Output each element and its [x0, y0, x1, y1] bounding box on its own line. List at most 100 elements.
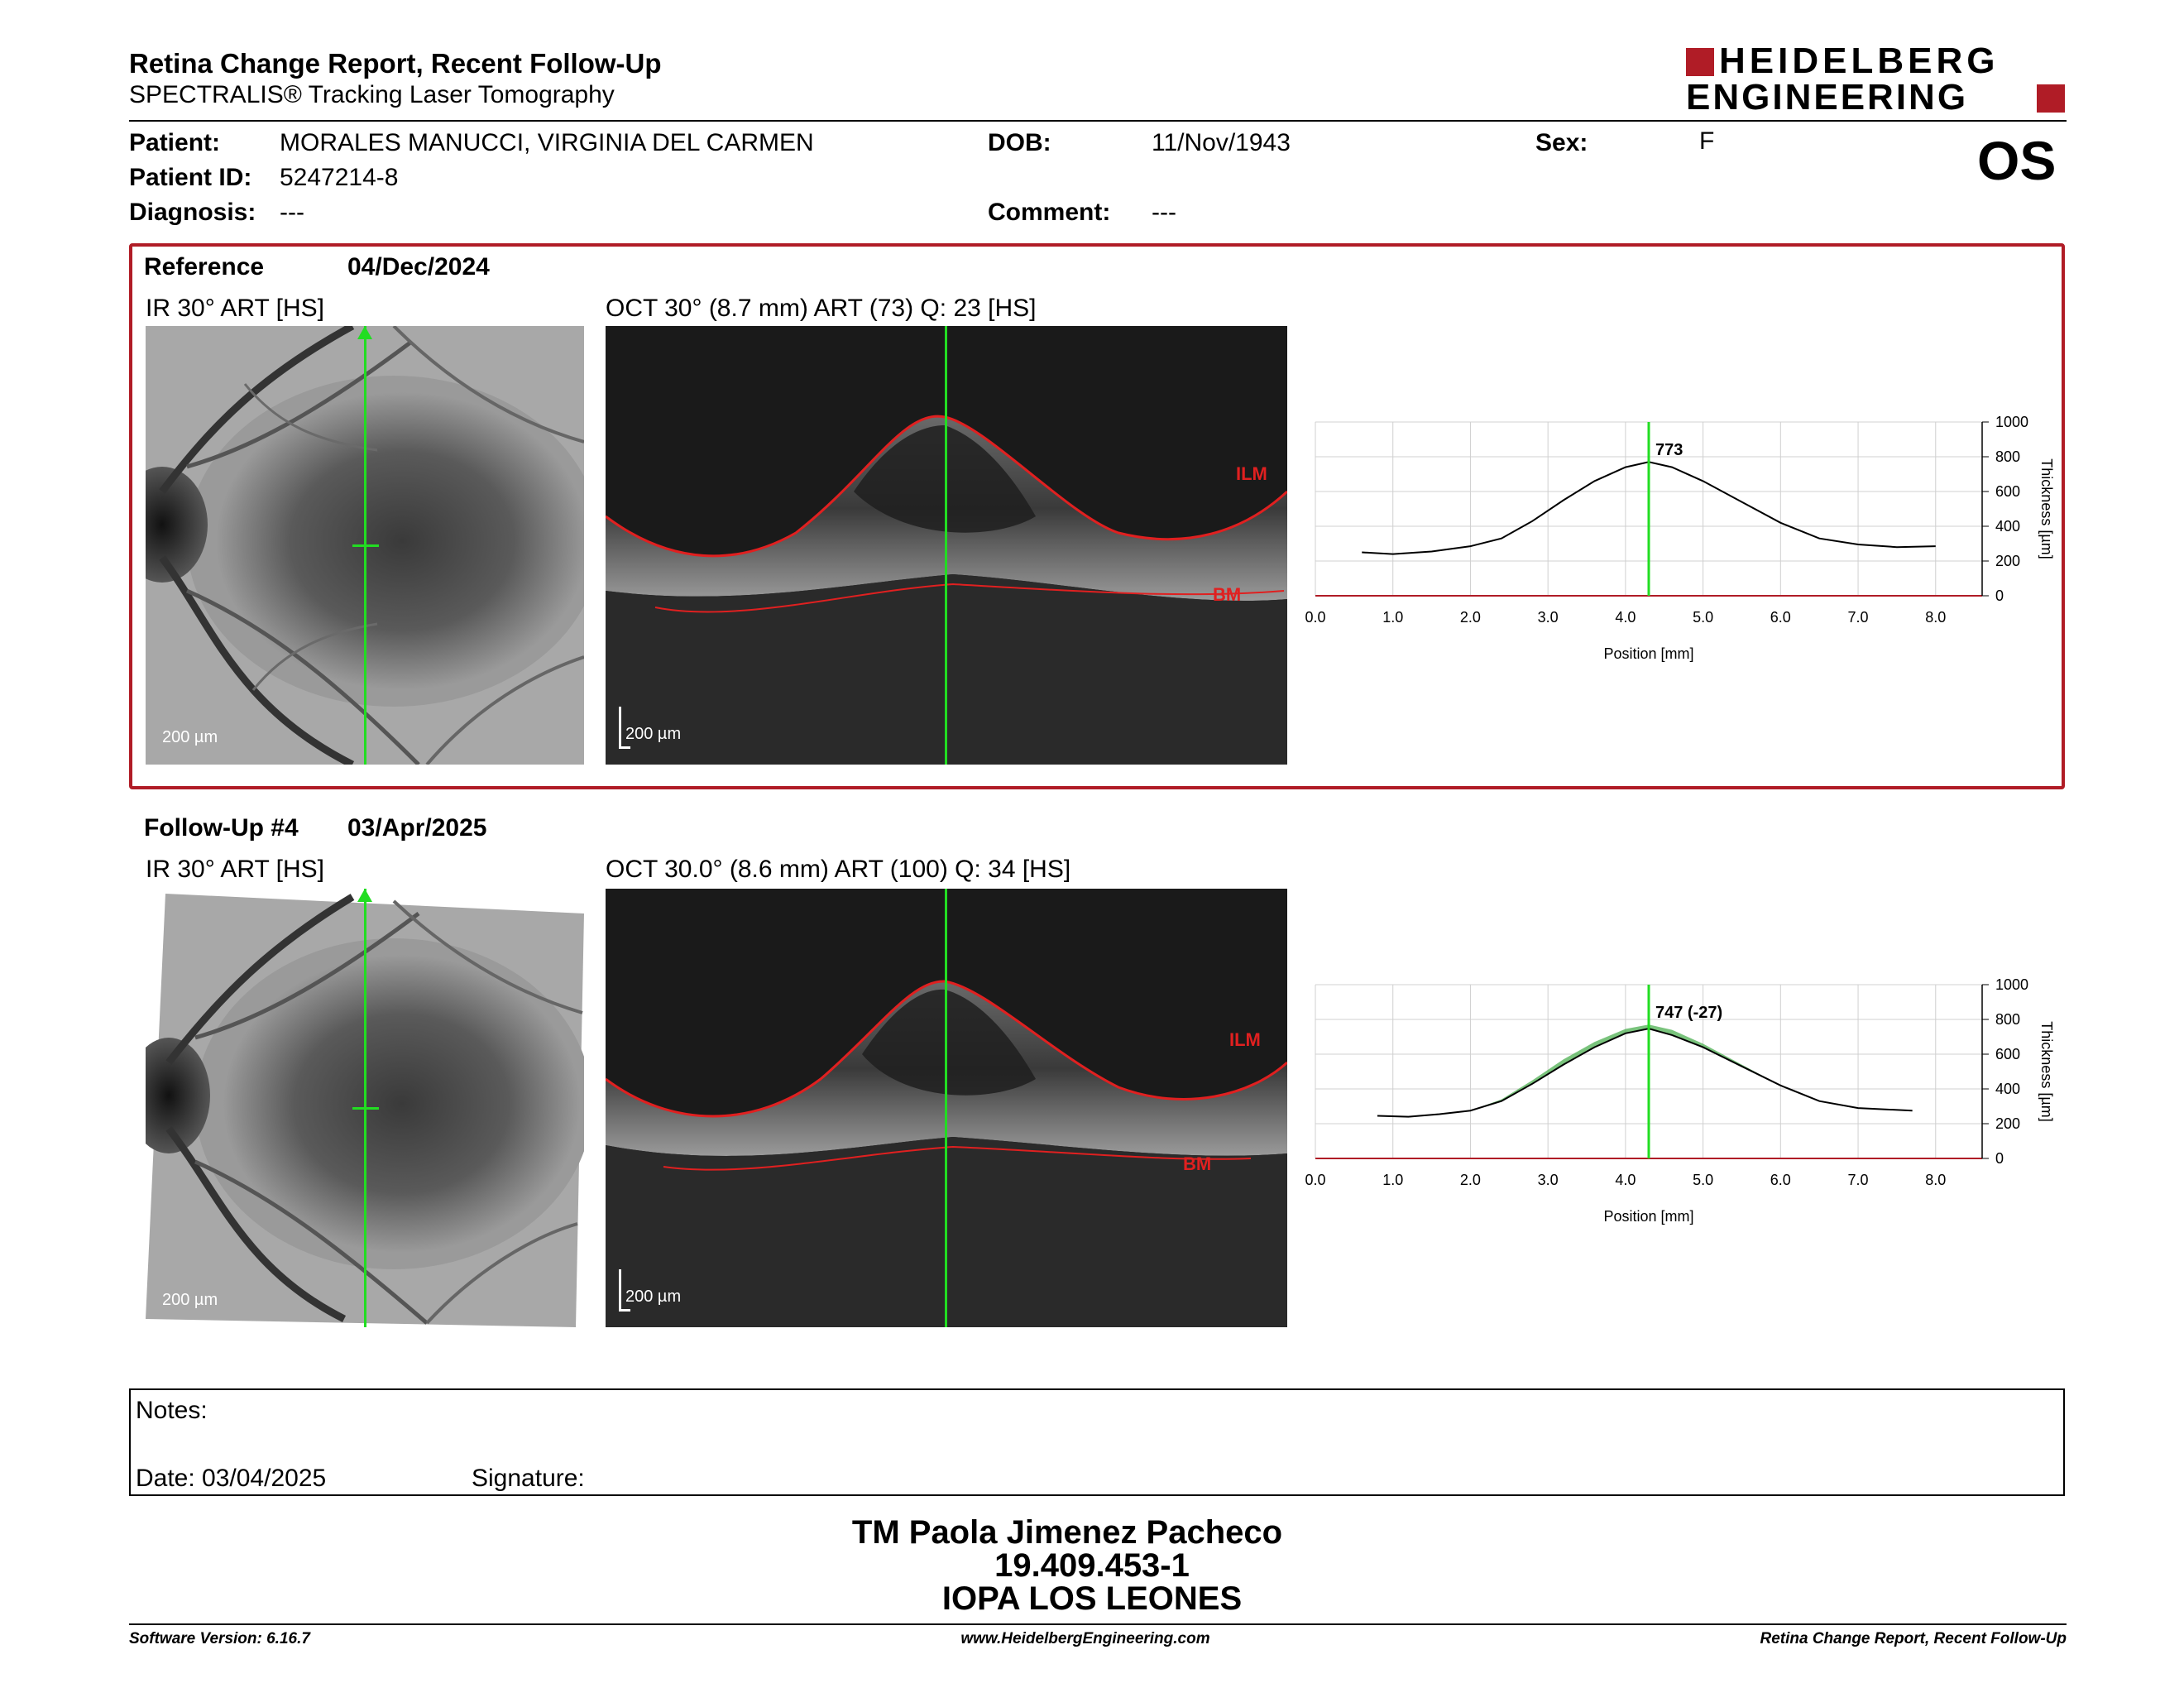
reference-bm-label: BM [1213, 584, 1242, 605]
reference-ir-fundus-image: 200 µm [146, 326, 584, 765]
x-tick-label: 7.0 [1848, 1172, 1869, 1188]
x-tick-label: 7.0 [1848, 609, 1869, 626]
followup-oct-scan-line [945, 889, 947, 1327]
reference-ir-scale: 200 µm [162, 728, 218, 746]
followup-oct-scale-bar [619, 1269, 621, 1311]
y-tick-label: 1000 [1995, 414, 2028, 430]
x-tick-label: 4.0 [1615, 609, 1636, 626]
y-tick-label: 800 [1995, 1011, 2020, 1028]
operator-clinic: IOPA LOS LEONES [941, 1580, 1243, 1617]
header-divider [129, 120, 2067, 122]
followup-thickness-chart: 0.0 1.0 2.0 3.0 4.0 5.0 6.0 7.0 8.0 0 200 400 600 800… [1299, 968, 2085, 1241]
operator-name: TM Paola Jimenez Pacheco [851, 1514, 1283, 1551]
thickness-series-line [1377, 1028, 1913, 1118]
notes-box[interactable] [129, 1388, 2065, 1496]
y-tick-label: 1000 [1995, 976, 2028, 993]
x-tick-label: 6.0 [1770, 609, 1791, 626]
thickness-series-line [1362, 461, 1936, 555]
followup-oct-bscan-image: ILM BM 200 µm [606, 889, 1287, 1327]
reference-ilm-label: ILM [1236, 463, 1267, 484]
x-tick-label: 8.0 [1925, 1172, 1946, 1188]
y-axis-label: Thickness [µm] [2038, 458, 2055, 559]
y-tick-label: 400 [1995, 518, 2020, 535]
reference-scan-arrow-icon [357, 326, 372, 339]
followup-scan-arrow-icon [357, 889, 372, 902]
eye-indicator: OS [1977, 130, 2057, 191]
patient-name: MORALES MANUCCI, VIRGINIA DEL CARMEN [280, 129, 814, 156]
patient-id-value: 5247214-8 [280, 164, 399, 191]
followup-ir-caption: IR 30° ART [HS] [146, 856, 324, 883]
x-tick-label: 2.0 [1460, 1172, 1481, 1188]
x-tick-label: 5.0 [1693, 609, 1713, 626]
website-link[interactable]: www.HeidelbergEngineering.com [960, 1630, 1210, 1647]
y-tick-label: 0 [1995, 1150, 2004, 1167]
patient-label: Patient: [129, 129, 221, 156]
y-tick-label: 800 [1995, 448, 2020, 465]
heidelberg-logo: HEIDELBERG ENGINEERING [1686, 43, 2067, 116]
x-tick-label: 1.0 [1382, 609, 1403, 626]
followup-ilm-label: ILM [1229, 1029, 1261, 1050]
y-axis-label: Thickness [µm] [2038, 1021, 2055, 1121]
followup-oct-caption: OCT 30.0° (8.6 mm) ART (100) Q: 34 [HS] [606, 856, 1071, 883]
reference-thickness-chart: 0.0 1.0 2.0 3.0 4.0 5.0 6.0 7.0 8.0 0 200 400 600 800… [1299, 405, 2085, 679]
reference-oct-caption: OCT 30° (8.7 mm) ART (73) Q: 23 [HS] [606, 295, 1037, 322]
sex-label: Sex: [1535, 129, 1588, 156]
x-tick-label: 2.0 [1460, 609, 1481, 626]
notes-label: Notes: [136, 1397, 208, 1424]
followup-ir-fundus-image: 200 µm [146, 889, 584, 1327]
software-version: Software Version: 6.16.7 [129, 1630, 310, 1647]
reference-oct-bscan-image: ILM BM 200 µm [606, 326, 1287, 765]
comment-label: Comment: [988, 199, 1111, 226]
followup-ir-scale: 200 µm [162, 1291, 218, 1309]
x-tick-label: 1.0 [1382, 1172, 1403, 1188]
reference-thickness-svg: 0.0 1.0 2.0 3.0 4.0 5.0 6.0 7.0 8.0 0 200 400 600 800… [1305, 414, 2055, 662]
signature-label: Signature: [472, 1465, 585, 1492]
operator-id: 19.409.453-1 [994, 1547, 1190, 1584]
footer-divider [129, 1623, 2067, 1625]
comment-value: --- [1152, 199, 1176, 226]
patient-id-label: Patient ID: [129, 164, 252, 191]
followup-thickness-svg: 0.0 1.0 2.0 3.0 4.0 5.0 6.0 7.0 8.0 0 200 400 600 800… [1305, 976, 2055, 1225]
followup-fovea-marker [352, 1107, 379, 1110]
reference-section-frame [129, 243, 2065, 789]
x-axis-label: Position [mm] [1603, 645, 1693, 662]
reference-fovea-marker [352, 544, 379, 547]
diagnosis-label: Diagnosis: [129, 199, 256, 226]
notes-date: Date: 03/04/2025 [136, 1465, 327, 1492]
reference-oct-scale-tick [619, 746, 630, 749]
x-tick-label: 4.0 [1615, 1172, 1636, 1188]
x-tick-label: 3.0 [1538, 609, 1559, 626]
x-tick-label: 5.0 [1693, 1172, 1713, 1188]
marker-value-label: 773 [1655, 441, 1683, 459]
y-tick-label: 600 [1995, 483, 2020, 500]
y-tick-label: 200 [1995, 1115, 2020, 1132]
y-tick-label: 400 [1995, 1081, 2020, 1097]
reference-oct-scale: 200 µm [625, 725, 682, 743]
reference-date: 04/Dec/2024 [347, 253, 490, 281]
x-tick-label: 3.0 [1538, 1172, 1559, 1188]
diagnosis-value: --- [280, 199, 304, 226]
followup-date: 03/Apr/2025 [347, 814, 487, 842]
sex-value: F [1699, 127, 1715, 155]
followup-bm-label: BM [1183, 1153, 1212, 1174]
y-tick-label: 600 [1995, 1046, 2020, 1062]
report-subtitle: SPECTRALIS® Tracking Laser Tomography [129, 81, 615, 108]
followup-oct-scale-tick [619, 1309, 630, 1312]
logo-square-left [1686, 48, 1714, 76]
y-tick-label: 200 [1995, 553, 2020, 569]
dob-label: DOB: [988, 129, 1051, 156]
followup-label: Follow-Up #4 [144, 814, 299, 842]
reference-oct-scale-bar [619, 707, 621, 748]
x-tick-label: 8.0 [1925, 609, 1946, 626]
footer-report-name: Retina Change Report, Recent Follow-Up [1760, 1630, 2067, 1647]
marker-value-label: 747 (-27) [1655, 1004, 1722, 1022]
reference-ir-caption: IR 30° ART [HS] [146, 295, 324, 322]
reference-oct-scan-line [945, 326, 947, 765]
reference-label: Reference [144, 253, 265, 281]
x-tick-label: 0.0 [1305, 1172, 1325, 1188]
x-tick-label: 0.0 [1305, 609, 1325, 626]
followup-oct-scale: 200 µm [625, 1288, 682, 1306]
dob-value: 11/Nov/1943 [1152, 129, 1291, 156]
change-area [1377, 1024, 1913, 1117]
x-tick-label: 6.0 [1770, 1172, 1791, 1188]
